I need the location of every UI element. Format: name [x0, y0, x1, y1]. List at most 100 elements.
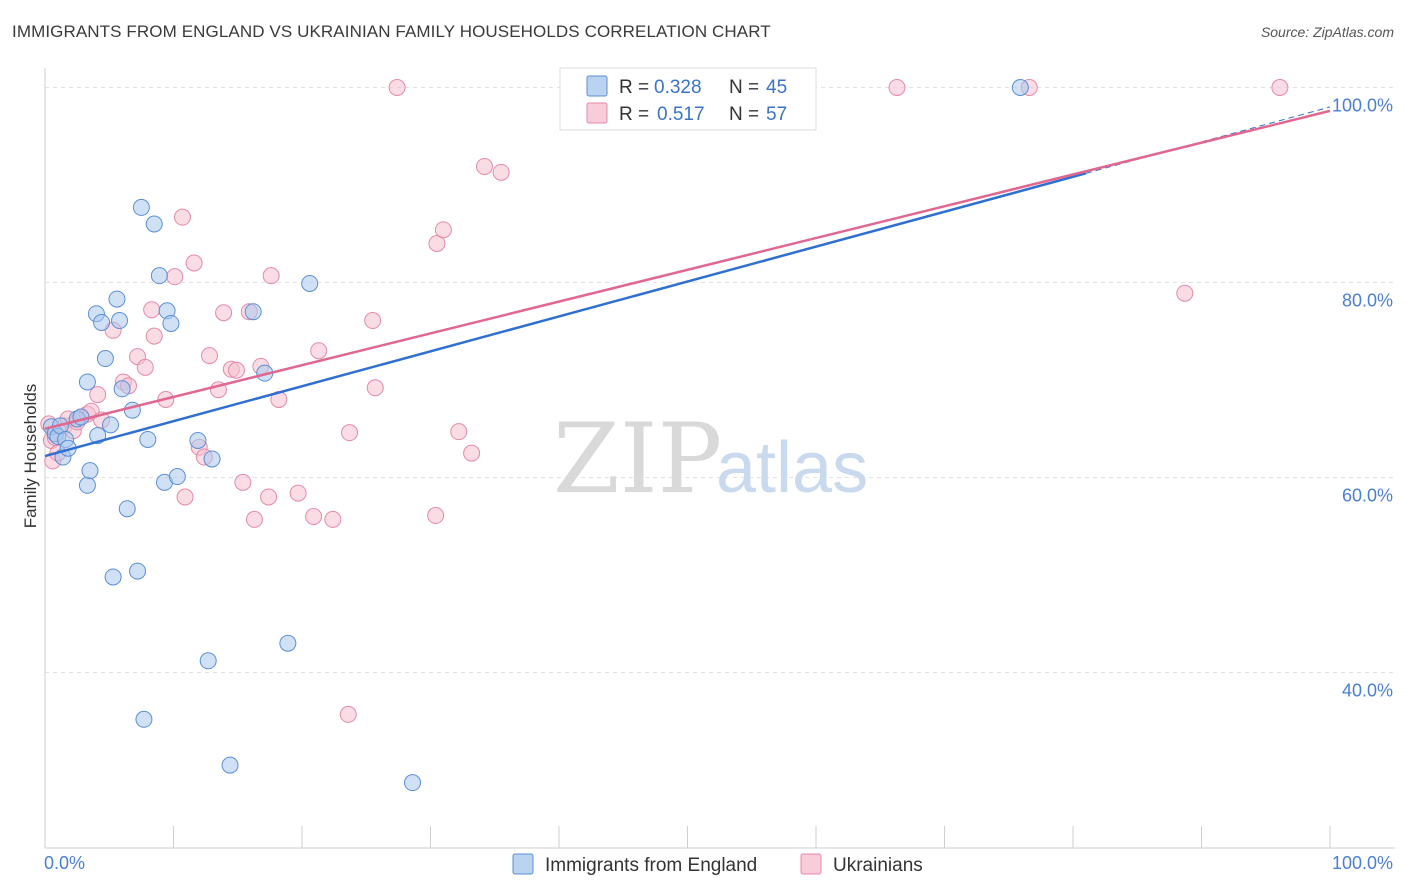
england-point: [118, 500, 136, 518]
ukrainians-point: [463, 444, 481, 462]
legend-r-label-england: R =: [619, 77, 649, 98]
ukrainians-point: [185, 254, 203, 272]
ukrainians-point: [260, 488, 278, 506]
england-point: [189, 431, 207, 449]
england-point: [301, 274, 319, 292]
ukrainians-point: [173, 208, 191, 226]
legend-r-value-ukrainians: 0.517: [657, 104, 705, 125]
england-trend-line: [44, 172, 1087, 458]
ukrainians-point: [136, 358, 154, 376]
ukrainians-point: [428, 235, 446, 252]
england-points: [42, 79, 1029, 792]
england-point: [168, 468, 186, 486]
y-tick-label: 80.0%: [1342, 291, 1393, 311]
legend: R = 0.328 N = 45 R = 0.517 N = 57: [559, 67, 817, 131]
ukrainians-point: [227, 361, 245, 379]
england-point: [111, 312, 129, 330]
england-point: [150, 267, 168, 285]
england-point: [1011, 79, 1029, 96]
england-point: [96, 350, 114, 368]
ukrainians-point: [145, 327, 163, 345]
england-point: [162, 314, 180, 332]
england-point: [244, 303, 262, 321]
ukrainians-point: [427, 507, 445, 525]
legend-n-label-england: N =: [729, 77, 759, 98]
legend-swatch-england: [586, 75, 608, 97]
england-point: [279, 634, 297, 652]
y-tick-label: 40.0%: [1342, 681, 1393, 701]
ukrainians-point: [262, 267, 280, 285]
england-point: [93, 313, 111, 331]
ukrainians-point: [234, 473, 252, 491]
england-point: [139, 430, 157, 448]
england-point: [145, 215, 163, 233]
gridlines: [45, 87, 1395, 673]
ukrainians-point: [310, 342, 328, 360]
ukrainians-point: [341, 424, 359, 442]
x-tick-label: 100.0%: [1332, 853, 1393, 873]
ukrainians-point: [492, 163, 510, 181]
y-axis-label: Family Households: [21, 384, 40, 529]
legend-swatch-ukrainians: [586, 102, 608, 124]
watermark-zip: ZIP: [553, 403, 722, 515]
y-tick-label: 100.0%: [1332, 96, 1393, 116]
ukrainians-point: [364, 312, 382, 330]
england-point: [102, 416, 120, 434]
ukrainians-points: [40, 79, 1289, 723]
ukrainians-point: [245, 510, 263, 528]
england-point: [78, 373, 96, 391]
watermark-atlas: atlas: [716, 428, 868, 508]
england-point: [129, 562, 147, 580]
england-point: [104, 568, 122, 586]
ukrainians-point: [888, 79, 906, 96]
ukrainians-point: [166, 268, 184, 286]
legend-r-value-england: 0.328: [654, 77, 702, 98]
legend-n-label-ukrainians: N =: [729, 104, 759, 125]
england-point: [199, 652, 217, 670]
bottom-legend-label-ukrainians: Ukrainians: [833, 855, 923, 876]
ukrainians-point: [89, 386, 107, 404]
england-point: [113, 380, 131, 398]
y-tick-label: 60.0%: [1342, 486, 1393, 506]
bottom-legend-swatch-england: [512, 853, 534, 875]
england-point: [72, 408, 90, 426]
x-tick-labels: 0.0% 100.0%: [44, 853, 1393, 873]
england-point: [135, 710, 153, 728]
bottom-legend-swatch-ukrainians: [800, 853, 822, 875]
ukrainians-point: [1176, 284, 1194, 302]
ukrainians-point: [1271, 79, 1289, 96]
ukrainians-trend-line: [44, 109, 1331, 430]
watermark: ZIP atlas: [553, 403, 868, 515]
legend-n-value-england: 45: [766, 77, 787, 98]
england-point: [221, 756, 239, 774]
ukrainians-point: [143, 301, 161, 319]
bottom-legend: Immigrants from England Ukrainians: [512, 853, 923, 876]
y-tick-labels: 100.0% 80.0% 60.0% 40.0%: [1332, 96, 1393, 701]
ukrainians-point: [200, 347, 218, 365]
trend-lines: [44, 106, 1331, 458]
x-tick-label: 0.0%: [44, 853, 85, 873]
bottom-legend-label-england: Immigrants from England: [545, 855, 757, 876]
chart-title: IMMIGRANTS FROM ENGLAND VS UKRAINIAN FAM…: [12, 22, 771, 41]
ukrainians-point: [289, 484, 307, 502]
ukrainians-point: [305, 508, 323, 525]
ukrainians-point: [215, 304, 233, 322]
england-point: [81, 462, 99, 480]
source-credit: Source: ZipAtlas.com: [1260, 24, 1394, 40]
ukrainians-point: [324, 510, 342, 528]
ukrainians-point: [450, 423, 468, 441]
england-point: [132, 198, 150, 216]
legend-n-value-ukrainians: 57: [766, 104, 787, 125]
ukrainians-point: [434, 221, 452, 239]
ukrainians-point: [475, 157, 493, 175]
england-point: [78, 476, 96, 494]
ukrainians-point: [366, 379, 384, 397]
ukrainians-point: [388, 79, 406, 96]
ukrainians-point: [339, 705, 357, 723]
legend-r-label-ukrainians: R =: [619, 104, 649, 125]
england-point: [203, 450, 221, 468]
england-point: [108, 290, 126, 308]
england-point: [404, 774, 422, 792]
ukrainians-point: [176, 488, 194, 506]
